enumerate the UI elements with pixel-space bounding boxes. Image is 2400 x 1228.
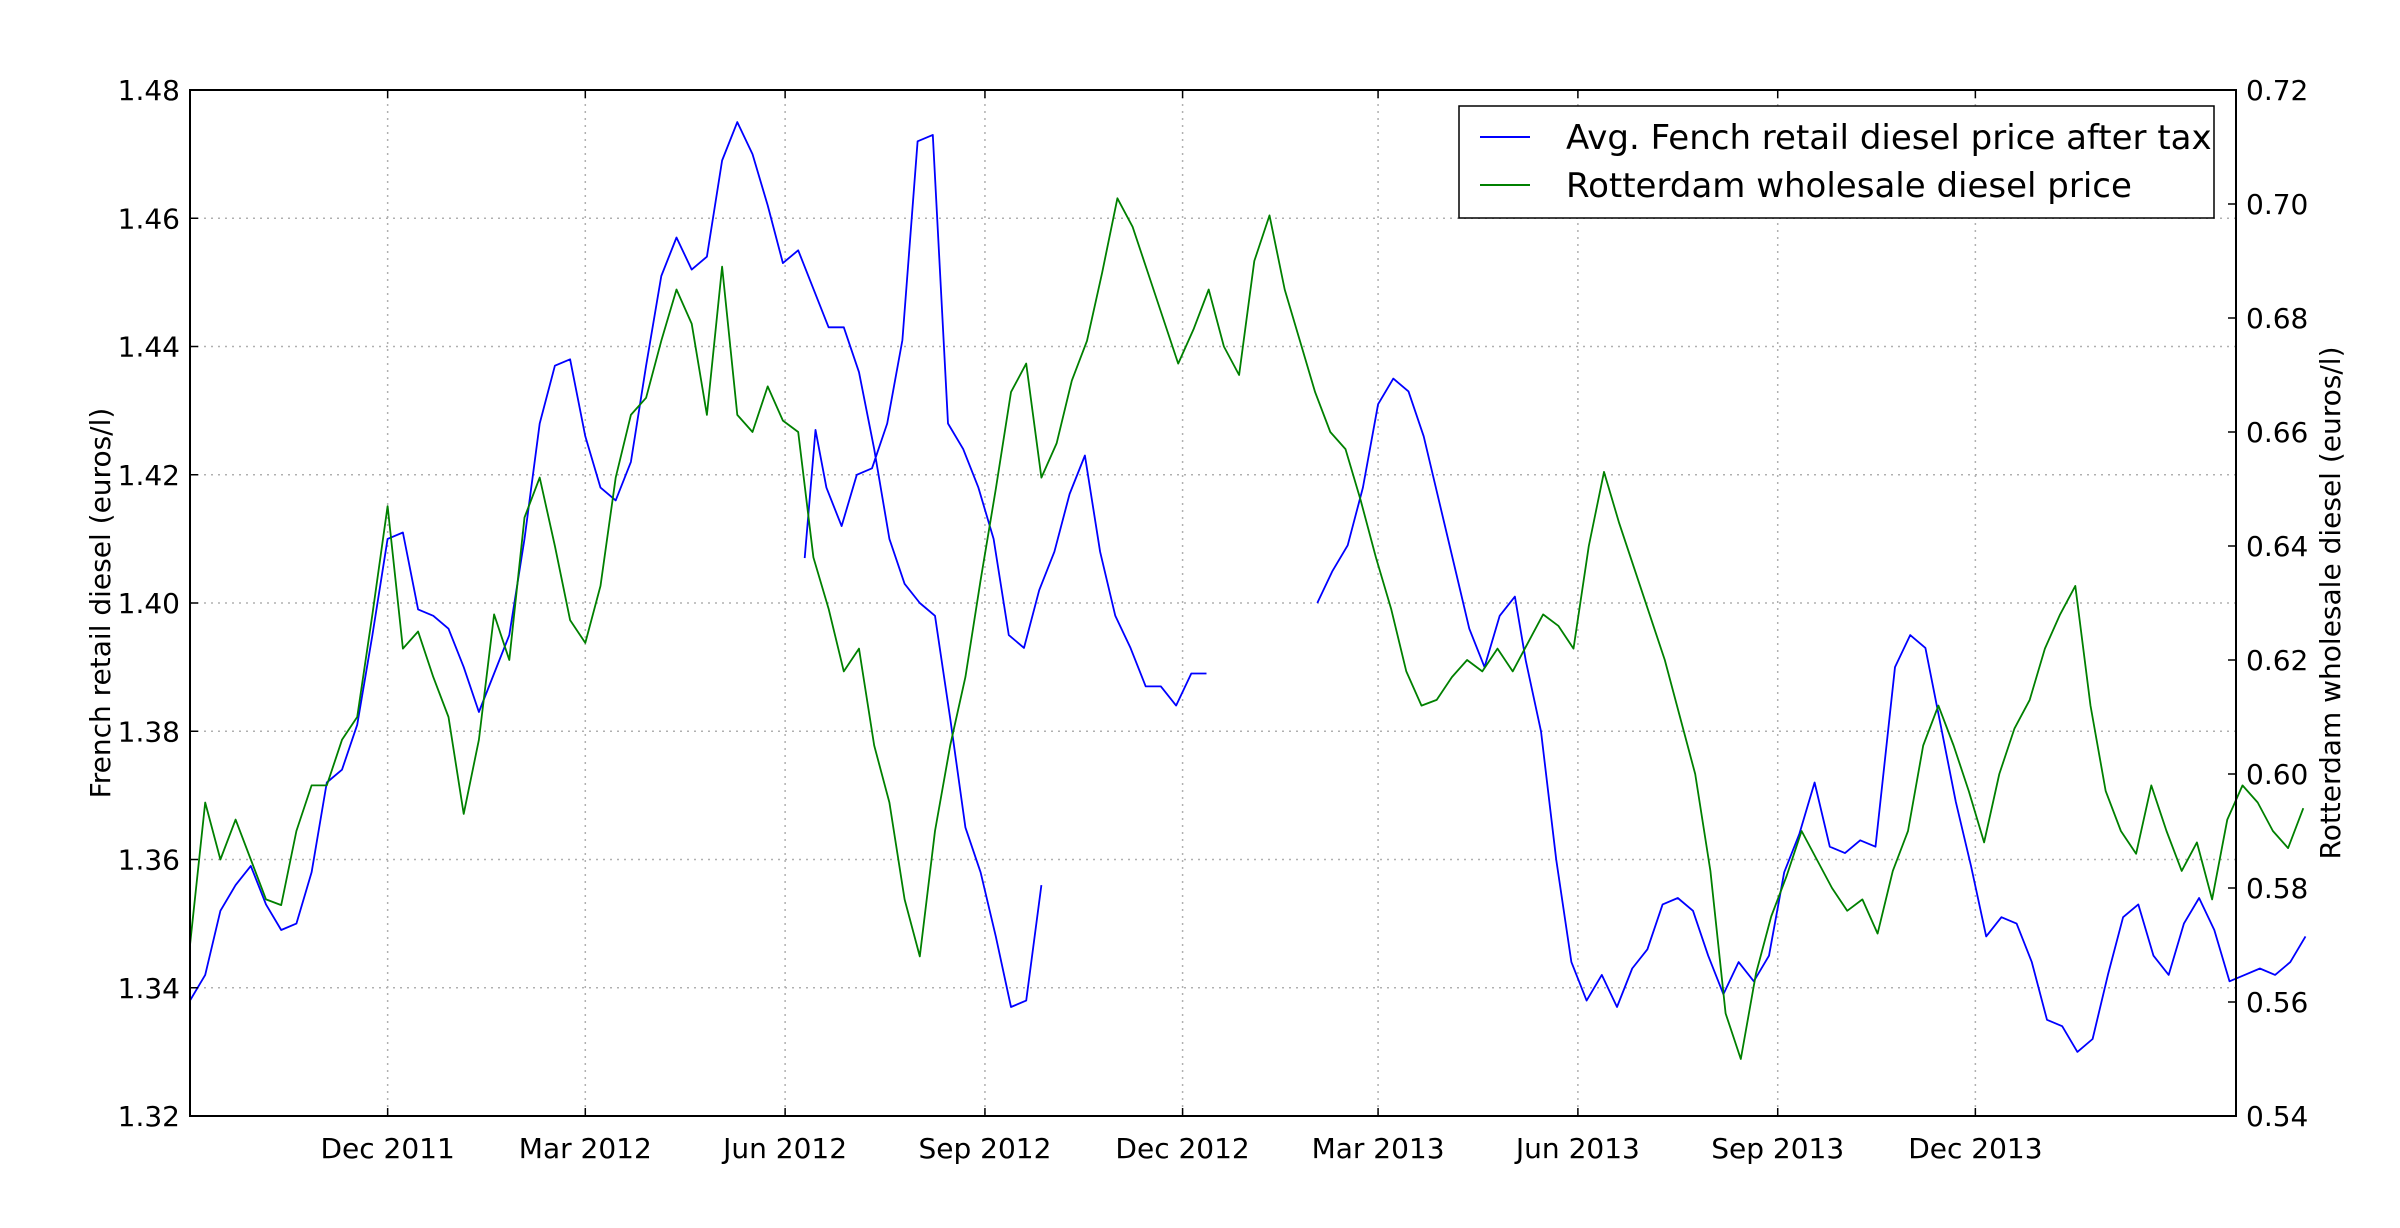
- y-right-tick-label-3: 0.60: [2246, 758, 2308, 791]
- y-right-tick-label-1: 0.56: [2246, 986, 2308, 1019]
- y-right-tick-label-6: 0.66: [2246, 416, 2308, 449]
- legend-label-wholesale: Rotterdam wholesale diesel price: [1566, 166, 2132, 206]
- x-tick-label-5: Mar 2013: [1312, 1132, 1445, 1165]
- x-tick-label-3: Sep 2012: [918, 1132, 1051, 1165]
- x-tick-label-6: Jun 2013: [1514, 1132, 1640, 1165]
- x-axis: Dec 2011 Mar 2012 Jun 2012 Sep 2012 Dec 2012…: [320, 90, 2043, 1165]
- series-line-retail: [189, 121, 2307, 1053]
- y-right-tick-label-8: 0.70: [2246, 188, 2308, 221]
- y-left-tick-label-7: 1.46: [118, 202, 180, 235]
- y-right-tick-label-0: 0.54: [2246, 1100, 2308, 1133]
- y-axis-left-label: French retail diesel (euros/l): [84, 408, 117, 799]
- y-axis-left: 1.32 1.34 1.36 1.38 1.40 1.42 1.44 1.46 1.48: [118, 74, 198, 1133]
- y-right-tick-label-4: 0.62: [2246, 644, 2308, 677]
- y-axis-right-label: Rotterdam wholesale diesel (euros/l): [2314, 347, 2347, 860]
- y-left-tick-label-1: 1.34: [118, 972, 180, 1005]
- legend: Avg. Fench retail diesel price after tax…: [1458, 105, 2215, 219]
- y-left-tick-label-8: 1.48: [118, 74, 180, 107]
- legend-box: [1458, 105, 2215, 219]
- x-tick-label-0: Dec 2011: [320, 1132, 454, 1165]
- legend-label-retail: Avg. Fench retail diesel price after tax: [1566, 118, 2212, 158]
- x-tick-label-7: Sep 2013: [1711, 1132, 1844, 1165]
- series-layer: [189, 121, 2307, 1060]
- x-tick-label-4: Dec 2012: [1115, 1132, 1249, 1165]
- y-left-tick-label-5: 1.42: [118, 459, 180, 492]
- y-right-tick-label-7: 0.68: [2246, 302, 2308, 335]
- x-tick-label-8: Dec 2013: [1908, 1132, 2042, 1165]
- series-line-wholesale: [189, 197, 2305, 1060]
- y-left-tick-label-0: 1.32: [118, 1100, 180, 1133]
- y-right-tick-label-9: 0.72: [2246, 74, 2308, 107]
- y-axis-right: 0.54 0.56 0.58 0.60 0.62 0.64 0.66 0.68 0.70 0.72: [2228, 74, 2308, 1133]
- y-right-tick-label-5: 0.64: [2246, 530, 2308, 563]
- y-left-tick-label-4: 1.40: [118, 587, 180, 620]
- y-left-tick-label-2: 1.36: [118, 844, 180, 877]
- grid-lines: [190, 90, 2236, 1116]
- y-right-tick-label-2: 0.58: [2246, 872, 2308, 905]
- y-left-tick-label-6: 1.44: [118, 331, 180, 364]
- x-tick-label-1: Mar 2012: [519, 1132, 652, 1165]
- y-left-tick-label-3: 1.38: [118, 715, 180, 748]
- x-tick-label-2: Jun 2012: [721, 1132, 847, 1165]
